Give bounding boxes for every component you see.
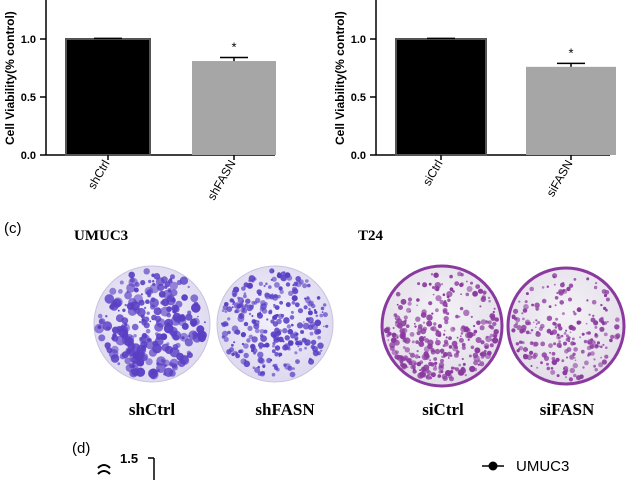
panel-label-d: (d) [72, 440, 91, 457]
significance-marker: * [231, 40, 236, 55]
bar-siCtrl [395, 38, 487, 156]
caption-sifasn: siFASN [539, 400, 595, 419]
y-tick-label: 1.0 [21, 34, 36, 46]
caption-shctrl: shCtrl [128, 400, 176, 419]
category-label-shCtrl: shCtrl [85, 158, 113, 192]
bar-shCtrl [65, 38, 151, 156]
significance-marker: * [568, 45, 573, 60]
group-title-t24: T24 [358, 228, 384, 244]
y-axis-label-fragment [97, 464, 111, 475]
y-tick-label: 0.5 [351, 92, 366, 104]
y-tick-label: 0.0 [21, 150, 36, 162]
category-label-shFASN: shFASN [204, 158, 238, 203]
y-tick-label: 1.0 [351, 34, 366, 46]
plate-sifasn [506, 266, 626, 386]
bar-chart-umuc3: Cell Viability(% control) 0.0 0.5 1.0 shCt… [3, 0, 276, 203]
y-axis-label: Cell Viability(% control) [3, 11, 17, 145]
y-axis-label: Cell Viability(% control) [333, 11, 347, 145]
plate-sictrl [380, 264, 504, 388]
bar-shFASN [192, 61, 276, 155]
category-label-siCtrl: siCtrl [420, 158, 446, 189]
bar-siFASN [526, 66, 616, 155]
plate-shctrl [93, 265, 211, 383]
legend-label-umuc3: UMUC3 [516, 458, 570, 475]
caption-sictrl: siCtrl [422, 400, 464, 419]
panel-label-c: (c) [4, 220, 22, 237]
legend-marker-umuc3 [482, 461, 504, 471]
caption-shfasn: shFASN [255, 400, 315, 419]
category-label-siFASN: siFASN [543, 158, 575, 200]
bar-chart-t24: Cell Viability(% control) 0.0 0.5 1.0 siCt… [333, 0, 616, 200]
y-tick-label: 0.5 [21, 92, 36, 104]
y-tick-label: 0.0 [351, 150, 366, 162]
line-chart-d: 1.5 [97, 451, 155, 480]
colony-plates [93, 264, 626, 388]
group-title-umuc3: UMUC3 [74, 228, 129, 244]
plate-shfasn [216, 265, 334, 383]
y-tick-label-top: 1.5 [120, 451, 138, 466]
